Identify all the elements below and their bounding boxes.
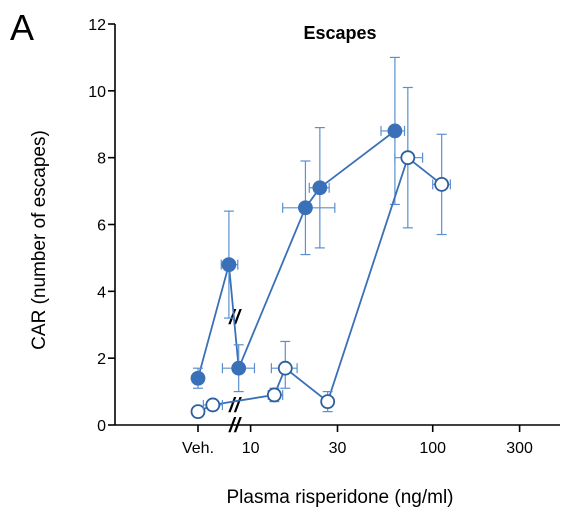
data-point [205,397,221,413]
axis-break-mark: // [228,415,243,437]
series-1 [190,56,406,393]
data-point [221,257,237,273]
y-tick-label: 10 [88,84,106,101]
x-tick-label: 300 [506,440,533,457]
x-tick-label: Veh. [182,440,214,457]
data-point [400,150,416,166]
data-point [312,180,328,196]
data-point [434,176,450,192]
x-tick-label: 30 [329,440,347,457]
data-point [298,200,313,216]
plot-area [190,56,451,420]
x-tick-label: 10 [242,440,260,457]
data-point [266,387,282,403]
y-tick-label: 12 [88,17,106,34]
y-tick-label: 8 [97,151,106,168]
y-tick-label: 2 [97,351,106,368]
y-tick-label: 4 [97,284,106,301]
x-axis-label: Plasma risperidone (ng/ml) [226,487,453,508]
panel-label: A [10,7,34,48]
data-point [387,123,403,139]
y-tick-label: 6 [97,218,106,235]
series-break-mark: // [228,307,243,329]
data-point [277,360,293,376]
data-point [190,370,206,386]
chart-title: Escapes [303,23,376,43]
axis-break-mark: // [228,395,243,417]
y-tick-label: 0 [97,418,106,435]
data-point [231,360,247,376]
data-point [320,394,336,410]
series-2 [190,86,451,420]
y-axis-label: CAR (number of escapes) [29,130,50,350]
data-point [190,404,206,420]
series-line [197,130,396,379]
x-tick-label: 100 [419,440,446,457]
